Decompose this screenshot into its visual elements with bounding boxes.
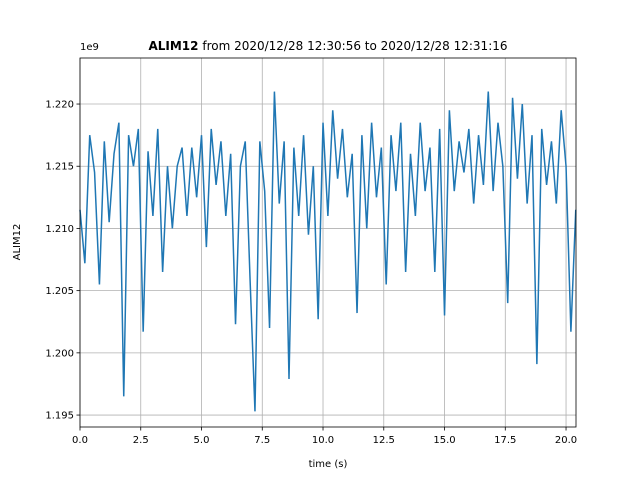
y-tick-label: 1.215 bbox=[45, 162, 74, 173]
y-tick-label: 1.220 bbox=[45, 100, 74, 111]
title-bold: ALIM12 bbox=[148, 39, 198, 53]
y-tick-label: 1.195 bbox=[45, 411, 74, 422]
data-line bbox=[79, 91, 577, 412]
plot bbox=[79, 91, 577, 412]
x-tick-label: 2.5 bbox=[133, 435, 149, 446]
ticks: 0.0 2.5 5.0 7.5 10.0 12.5 15.0 17.5 20.0 1.195 1.2… bbox=[45, 100, 577, 446]
x-tick-label: 0.0 bbox=[72, 435, 88, 446]
x-tick-label: 15.0 bbox=[433, 435, 455, 446]
x-tick-label: 20.0 bbox=[555, 435, 577, 446]
y-axis-label: ALIM12 bbox=[12, 224, 23, 261]
y-tick-label: 1.210 bbox=[45, 224, 74, 235]
x-tick-label: 12.5 bbox=[373, 435, 395, 446]
title-rest: from 2020/12/28 12:30:56 to 2020/12/28 1… bbox=[202, 39, 507, 53]
chart-title: ALIM12 from 2020/12/28 12:30:56 to 2020/… bbox=[148, 39, 507, 53]
x-tick-label: 17.5 bbox=[494, 435, 516, 446]
y-tick-label: 1.205 bbox=[45, 286, 74, 297]
y-tick-label: 1.200 bbox=[45, 348, 74, 359]
grid bbox=[79, 58, 576, 427]
offset-label: 1e9 bbox=[80, 42, 99, 53]
x-tick-label: 10.0 bbox=[312, 435, 334, 446]
axes-frame bbox=[79, 57, 577, 428]
x-axis-label: time (s) bbox=[309, 459, 348, 470]
x-tick-label: 5.0 bbox=[194, 435, 210, 446]
x-tick-label: 7.5 bbox=[254, 435, 270, 446]
